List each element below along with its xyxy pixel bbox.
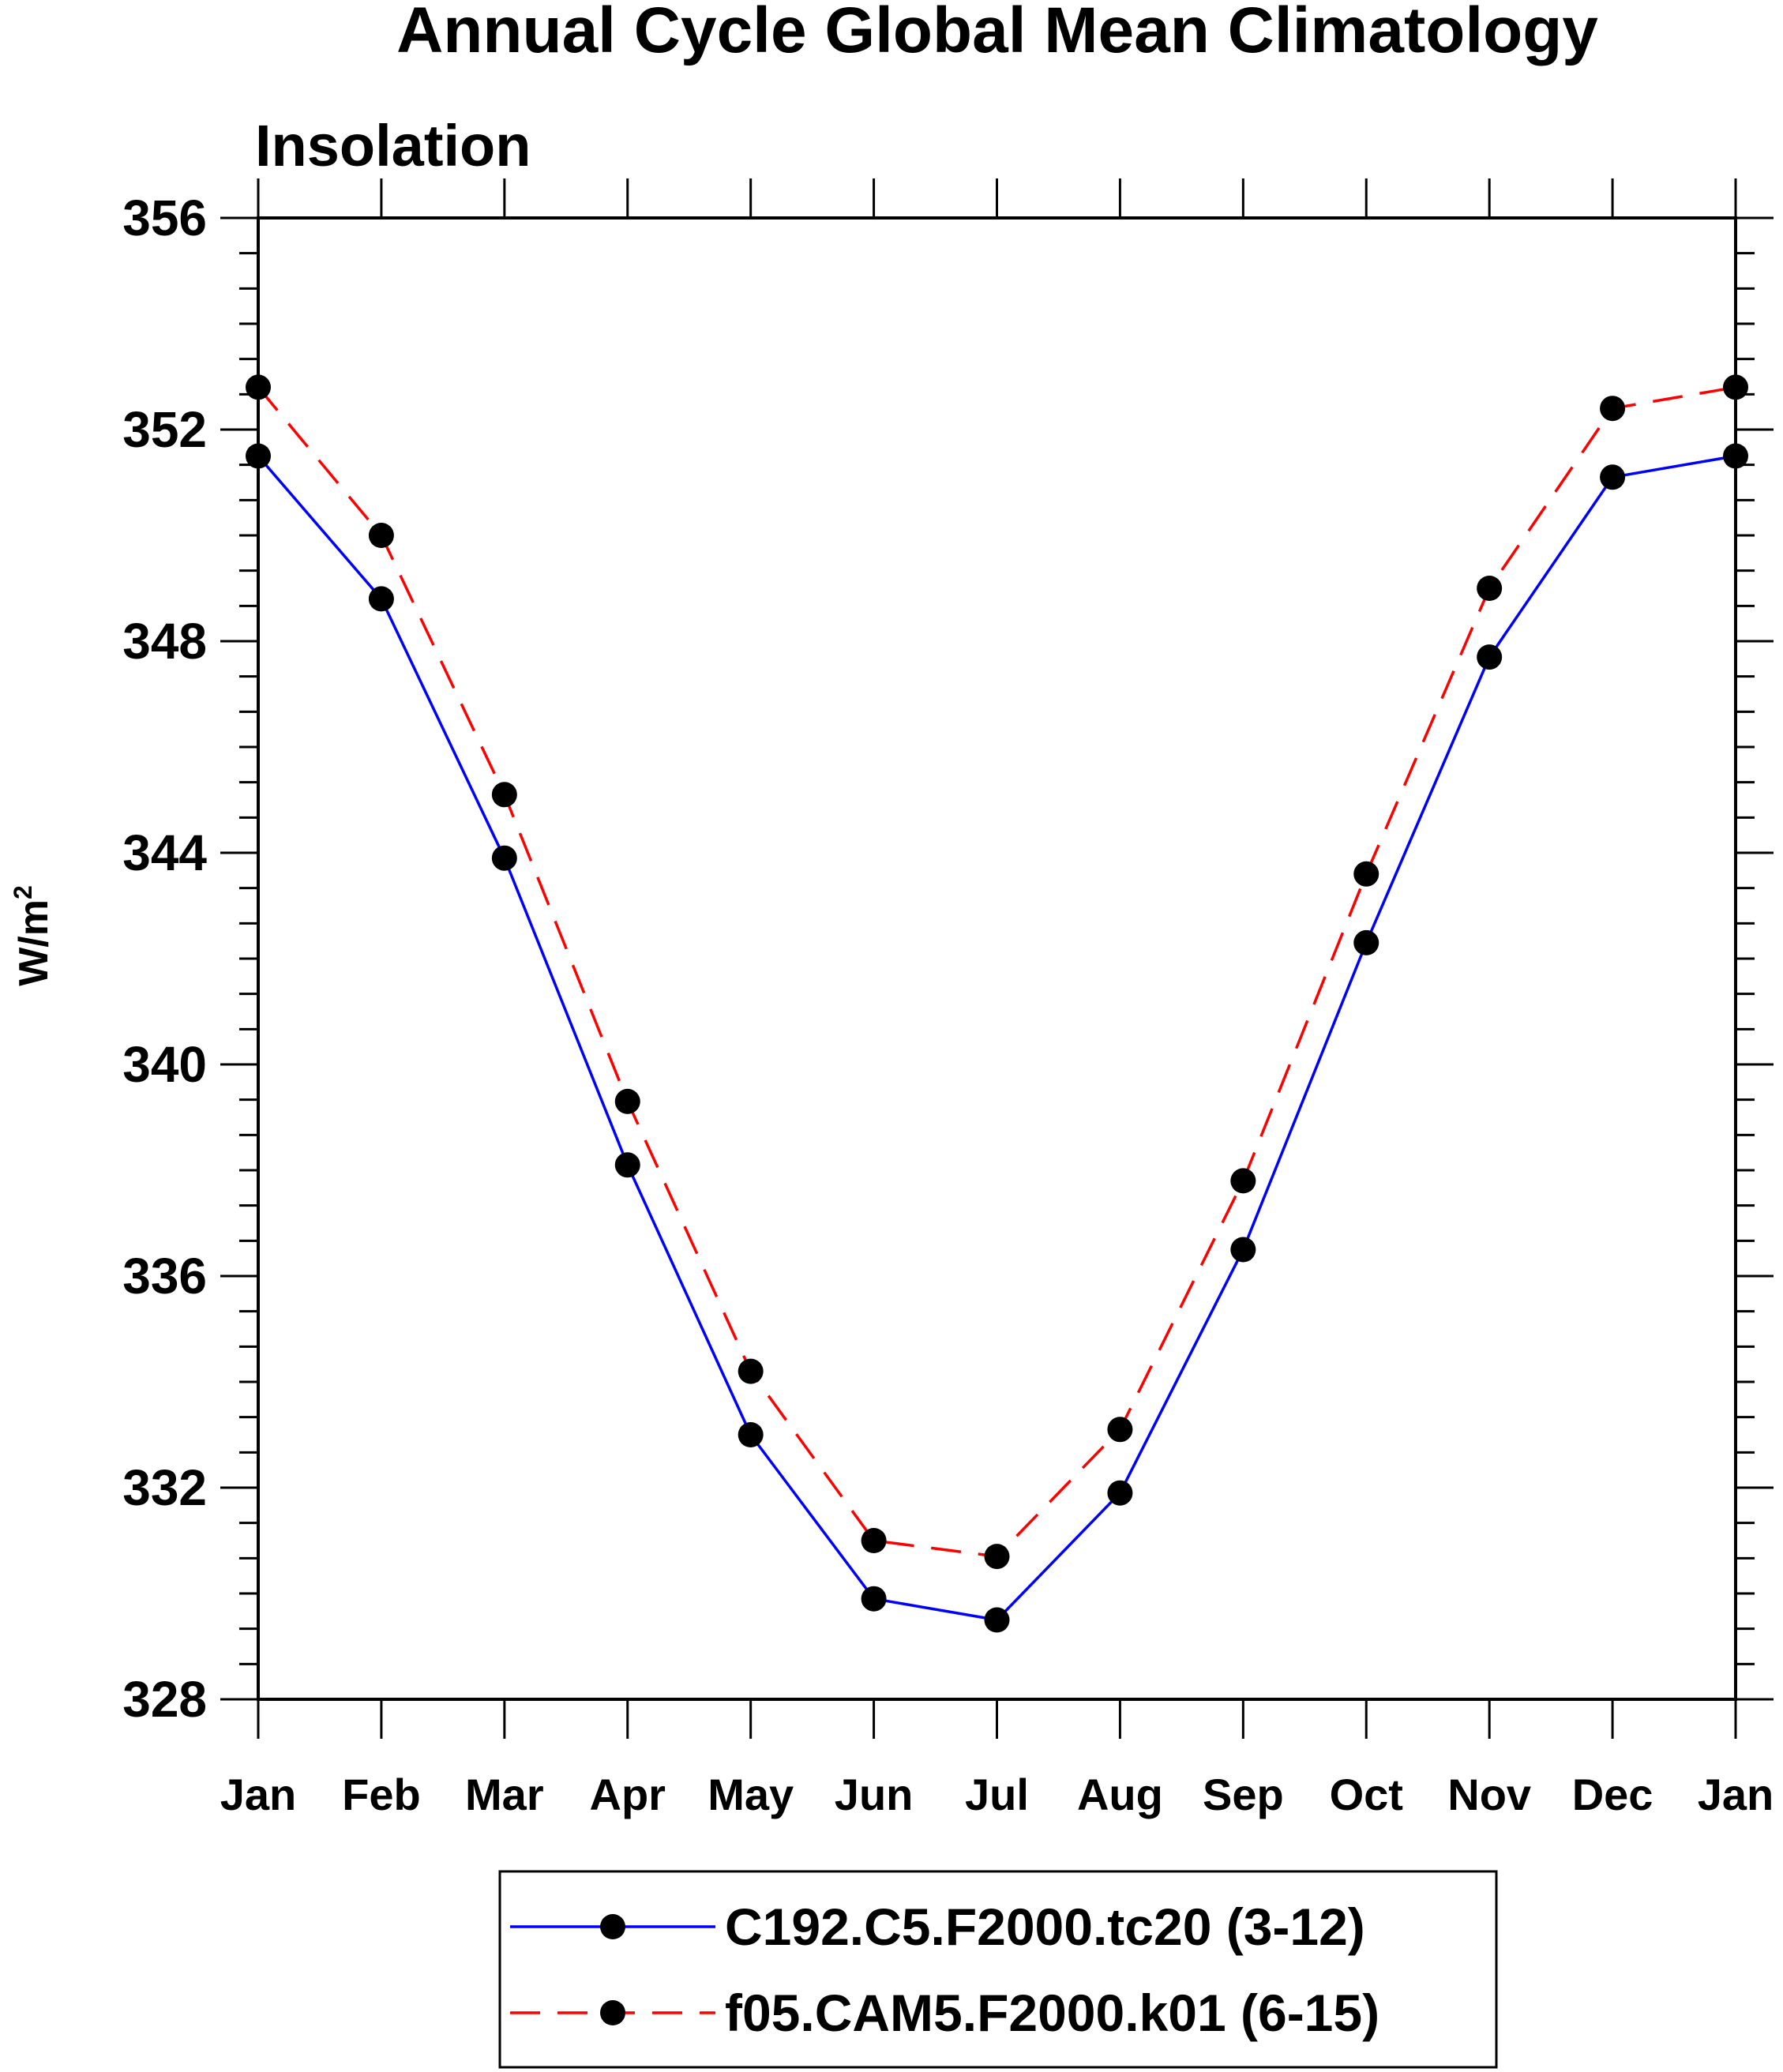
x-tick-label: Jan [220, 1770, 297, 1819]
series-2-point [984, 1544, 1010, 1570]
legend: C192.C5.F2000.tc20 (3-12) f05.CAM5.F2000.… [498, 1870, 1498, 2069]
x-tick-label: Sep [1203, 1770, 1284, 1819]
x-tick-label: Aug [1077, 1770, 1163, 1819]
series-1-point [1477, 644, 1503, 670]
series-2-point [861, 1528, 887, 1553]
y-tick-label: 344 [122, 824, 207, 881]
x-tick-label: Mar [465, 1770, 544, 1819]
y-tick-label: 340 [122, 1036, 207, 1093]
y-tick-label: 332 [122, 1459, 207, 1516]
series-2-point [1107, 1417, 1133, 1443]
series-1-point [1230, 1237, 1256, 1263]
x-tick-label: Jul [965, 1770, 1029, 1819]
x-tick-label: Apr [590, 1770, 666, 1819]
plot-layer: 328 332 336 340 344 348 352 356 Jan Feb Mar Apr May J… [122, 178, 1774, 1819]
series-2-point [491, 782, 517, 808]
y-tick-label: 356 [122, 190, 207, 246]
legend-label-2: f05.CAM5.F2000.k01 (6-15) [725, 1984, 1379, 2042]
series-2-point [246, 374, 271, 400]
legend-swatch-marker-2 [600, 2000, 625, 2025]
series-2-point [1477, 576, 1503, 601]
series-1-point [738, 1422, 764, 1447]
series-1-point [1353, 929, 1379, 955]
series-1-point [614, 1152, 640, 1178]
series-1-point [861, 1586, 887, 1612]
plot-frame [257, 216, 1737, 1701]
y-axis-label-sup: 2 [9, 885, 37, 899]
series-2-point [1353, 861, 1379, 887]
series-1-point [491, 845, 517, 871]
series-line-1 [257, 454, 1736, 1622]
x-tick-label: Feb [342, 1770, 421, 1819]
series-2-point [614, 1088, 640, 1114]
series-2-point [1600, 396, 1626, 422]
series-1-point [1107, 1480, 1133, 1506]
legend-swatch-marker-1 [600, 1914, 625, 1939]
legend-box [498, 1870, 1498, 2069]
series-2-point [1723, 374, 1748, 400]
y-tick-label: 336 [122, 1248, 207, 1304]
y-axis-label-base: W/m [11, 899, 57, 986]
y-tick-label: 352 [122, 401, 207, 458]
chart-subtitle: Insolation [255, 113, 531, 178]
x-tick-label: Dec [1572, 1770, 1653, 1819]
series-2-point [738, 1358, 764, 1384]
x-tick-label: Jan [1698, 1770, 1774, 1819]
series-1-point [246, 443, 271, 469]
x-tick-label: Oct [1330, 1770, 1403, 1819]
chart-title: Annual Cycle Global Mean Climatology [396, 0, 1598, 66]
y-axis-label: W/m2 [9, 885, 57, 986]
legend-label-1: C192.C5.F2000.tc20 (3-12) [725, 1897, 1365, 1956]
x-tick-label: May [708, 1770, 794, 1819]
series-2-point [1230, 1168, 1256, 1194]
series-line-2 [257, 385, 1736, 1558]
series-1-point [1600, 464, 1626, 490]
series-1-point [984, 1607, 1010, 1633]
y-tick-label: 348 [122, 613, 207, 670]
x-tick-label: Jun [835, 1770, 914, 1819]
series-1-point [1723, 443, 1748, 469]
y-tick-label: 328 [122, 1671, 207, 1728]
x-tick-label: Nov [1447, 1770, 1531, 1819]
series-2-point [368, 523, 394, 548]
series-1-point [368, 586, 394, 612]
